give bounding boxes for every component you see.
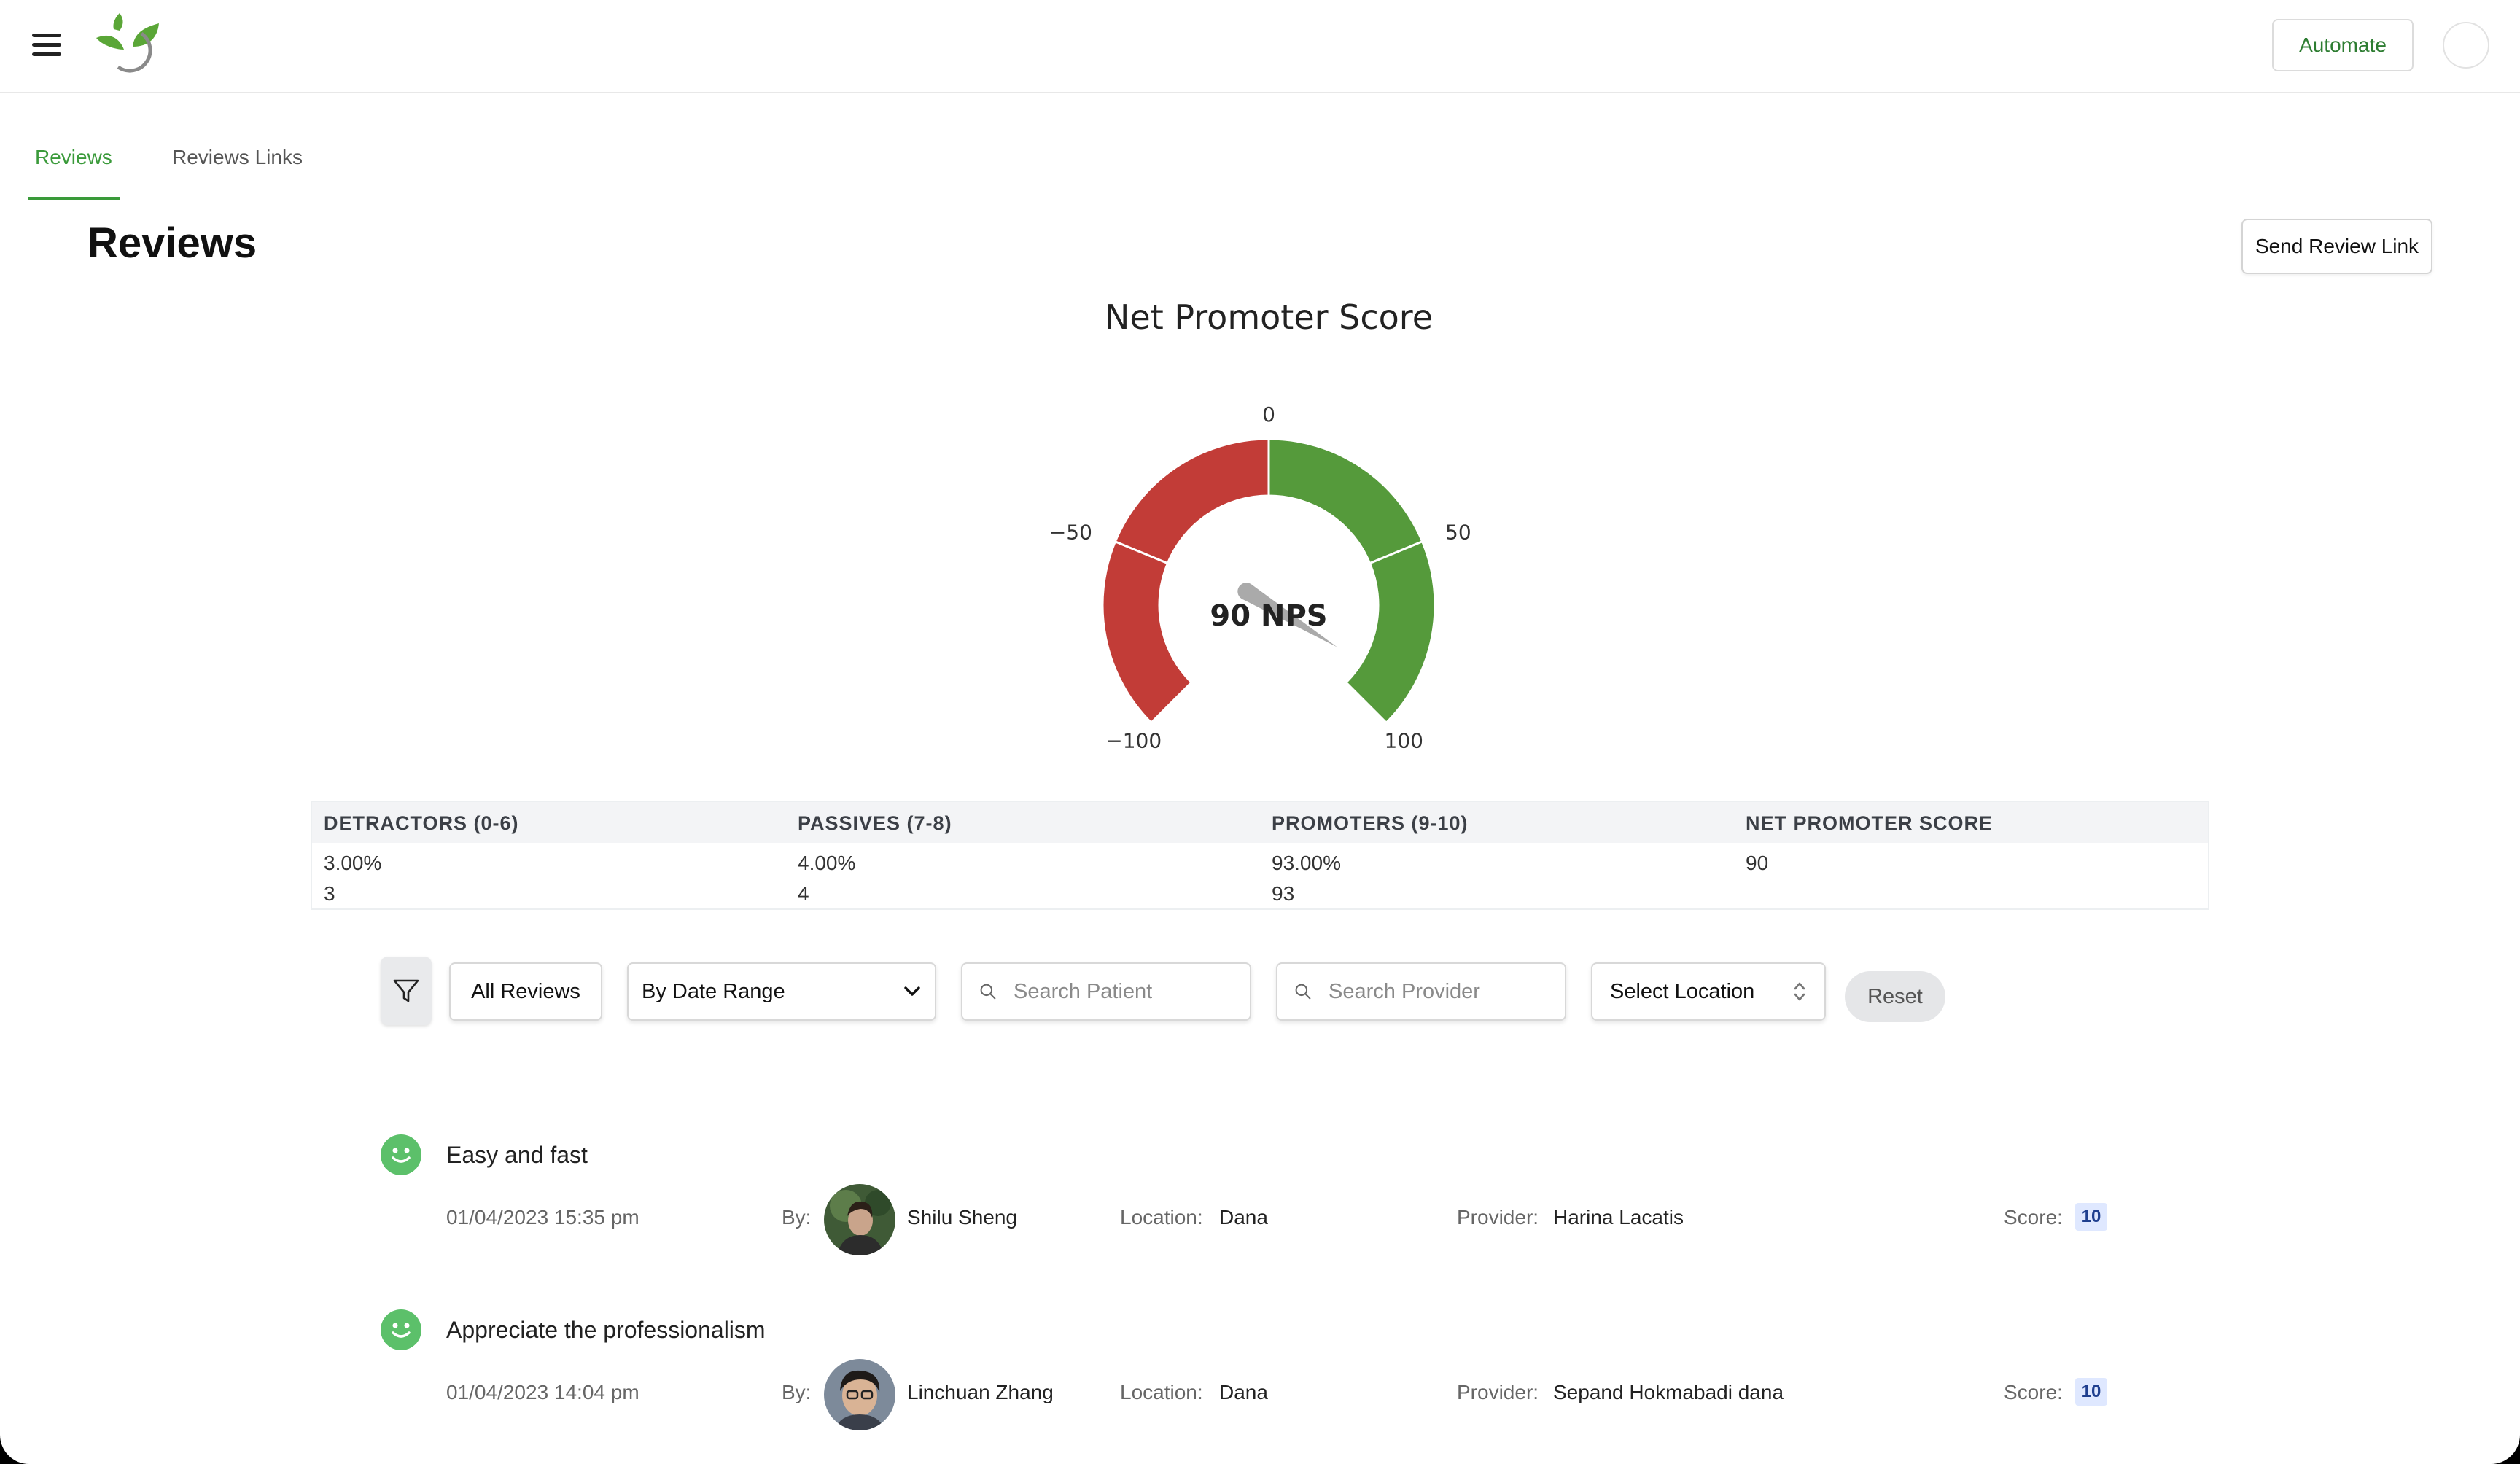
filter-icon (393, 979, 419, 1002)
stats-count: 4 (798, 882, 809, 905)
stats-count: 3 (324, 882, 335, 905)
score-badge: 10 (2075, 1378, 2107, 1406)
user-avatar[interactable] (2443, 22, 2489, 69)
gauge-band-positive (1267, 437, 1424, 565)
gauge-tick-label: −100 (1105, 728, 1162, 752)
stats-header: PROMOTERS (9-10) (1272, 812, 1469, 834)
search-patient-field[interactable] (961, 962, 1251, 1021)
review-location: Dana (1219, 1206, 1268, 1229)
smile-icon (381, 1134, 421, 1175)
smile-icon (381, 1309, 421, 1350)
logo (96, 13, 159, 73)
location-select-value: Select Location (1610, 979, 1755, 1003)
gauge-tick-label: 50 (1445, 521, 1471, 545)
top-bar: Automate (0, 0, 2520, 93)
nps-stats-table: DETRACTORS (0-6) 3.00% 3 PASSIVES (7-8) … (311, 801, 2209, 910)
gauge-tick-label: 100 (1385, 728, 1423, 752)
review-provider: Sepand Hokmabadi dana (1553, 1381, 1784, 1403)
search-provider-field[interactable] (1276, 962, 1566, 1021)
date-range-value: By Date Range (642, 979, 785, 1003)
by-label: By: (782, 1206, 812, 1229)
stats-percent: 3.00% (324, 852, 382, 874)
by-label: By: (782, 1381, 812, 1403)
stats-nps-value: 90 (1746, 852, 1769, 874)
gauge-tick-label: 0 (1262, 402, 1275, 427)
gauge-tick-label: −50 (1049, 521, 1092, 545)
location-label: Location: (1120, 1206, 1203, 1229)
review-location: Dana (1219, 1381, 1268, 1403)
gauge-band-negative (1101, 540, 1194, 725)
gauge-needle-cap (1237, 583, 1256, 601)
provider-label: Provider: (1457, 1381, 1539, 1403)
gauge-value-label: 90 NPS (1210, 599, 1327, 633)
chevron-down-icon (904, 986, 920, 996)
location-select[interactable]: Select Location (1591, 962, 1826, 1021)
stats-header-row (312, 802, 2208, 843)
reviewer-name: Linchuan Zhang (907, 1381, 1054, 1403)
stats-count: 93 (1272, 882, 1295, 905)
nps-gauge: −100 −50 0 50 100 90 NPS (1049, 402, 1471, 752)
reviewer-avatar (824, 1359, 895, 1430)
send-review-link-button[interactable]: Send Review Link (2241, 219, 2432, 274)
score-label: Score: (2004, 1206, 2063, 1229)
gauge-needle (1242, 583, 1337, 647)
all-reviews-label: All Reviews (471, 979, 580, 1003)
search-patient-input[interactable] (1012, 978, 1234, 1005)
gauge-band-negative (1113, 437, 1270, 565)
score-badge: 10 (2075, 1203, 2107, 1231)
active-tab-indicator (28, 197, 120, 200)
provider-label: Provider: (1457, 1206, 1539, 1229)
gauge-title: Net Promoter Score (1104, 297, 1433, 337)
score-label: Score: (2004, 1381, 2063, 1403)
review-datetime: 01/04/2023 15:35 pm (446, 1206, 639, 1229)
stats-percent: 93.00% (1272, 852, 1341, 874)
gauge-band-positive (1344, 540, 1436, 725)
review-item: Appreciate the professionalism 01/04/202… (0, 1309, 2520, 1455)
review-title: Appreciate the professionalism (446, 1317, 766, 1343)
select-arrows-icon (1794, 982, 1805, 1001)
filter-button[interactable] (381, 957, 432, 1025)
page-title: Reviews (88, 219, 257, 267)
review-provider: Harina Lacatis (1553, 1206, 1684, 1229)
reset-button[interactable]: Reset (1845, 971, 1945, 1022)
automate-button[interactable]: Automate (2272, 19, 2414, 71)
menu-icon[interactable] (32, 34, 61, 57)
review-item: Easy and fast 01/04/2023 15:35 pm By: Sh… (0, 1134, 2520, 1280)
stats-percent: 4.00% (798, 852, 856, 874)
search-icon (980, 984, 996, 1000)
stats-header: PASSIVES (7-8) (798, 812, 952, 834)
tab-reviews-links[interactable]: Reviews Links (172, 146, 303, 168)
date-range-select[interactable]: By Date Range (627, 962, 936, 1021)
reviewer-name: Shilu Sheng (907, 1206, 1018, 1229)
tab-reviews[interactable]: Reviews (35, 146, 112, 168)
reviewer-avatar (824, 1184, 895, 1255)
stats-header: NET PROMOTER SCORE (1746, 812, 1994, 834)
review-title: Easy and fast (446, 1142, 588, 1168)
search-provider-input[interactable] (1327, 978, 1549, 1005)
location-label: Location: (1120, 1381, 1203, 1403)
review-datetime: 01/04/2023 14:04 pm (446, 1381, 639, 1403)
stats-header: DETRACTORS (0-6) (324, 812, 519, 834)
search-icon (1295, 984, 1311, 1000)
all-reviews-button[interactable]: All Reviews (449, 962, 602, 1021)
